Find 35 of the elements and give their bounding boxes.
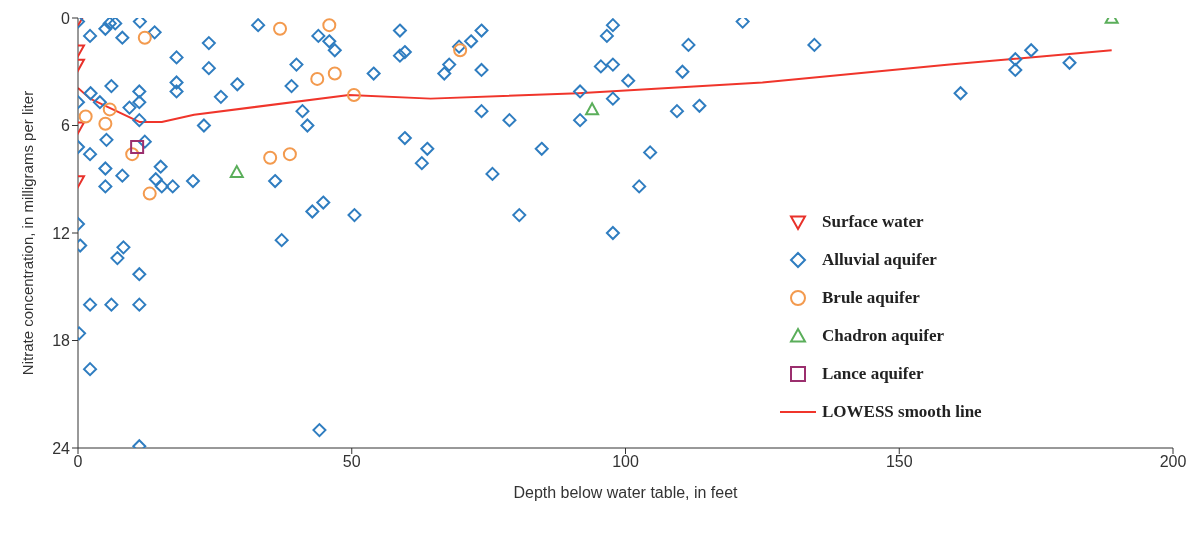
point [585, 102, 600, 116]
y-tick-label: 12 [52, 224, 71, 242]
legend-label: Chadron aquifer [822, 326, 945, 346]
point [273, 21, 288, 36]
x-tick-label: 0 [73, 453, 83, 471]
x-axis-title: Depth below water table, in feet [513, 484, 739, 501]
point [322, 18, 337, 33]
point [78, 109, 93, 124]
legend-label: Lance aquifer [822, 364, 924, 384]
point [142, 186, 157, 201]
y-tick-label: 24 [52, 439, 71, 457]
point [102, 102, 117, 117]
point [137, 30, 152, 45]
legend-label: Brule aquifer [822, 288, 920, 308]
legend-label: Surface water [822, 212, 924, 232]
x-tick-label: 200 [1159, 453, 1187, 471]
y-tick-label: 6 [61, 117, 71, 135]
point [125, 147, 140, 162]
y-axis-title: Nitrate concentration, in milligrams per liter [19, 90, 37, 376]
point [282, 147, 297, 162]
point [310, 71, 325, 86]
point [453, 43, 468, 58]
point [98, 116, 113, 131]
y-tick-label: 0 [61, 9, 71, 27]
x-tick-label: 100 [612, 453, 639, 471]
x-tick-label: 50 [342, 453, 361, 471]
y-tick-label: 18 [52, 332, 71, 350]
legend-label: LOWESS smooth line [822, 402, 982, 422]
point [263, 150, 278, 165]
point [327, 66, 342, 81]
x-tick-label: 150 [885, 453, 913, 471]
point [229, 165, 244, 178]
legend-label: Alluvial aquifer [822, 250, 937, 270]
point [346, 88, 361, 103]
point [130, 140, 145, 154]
